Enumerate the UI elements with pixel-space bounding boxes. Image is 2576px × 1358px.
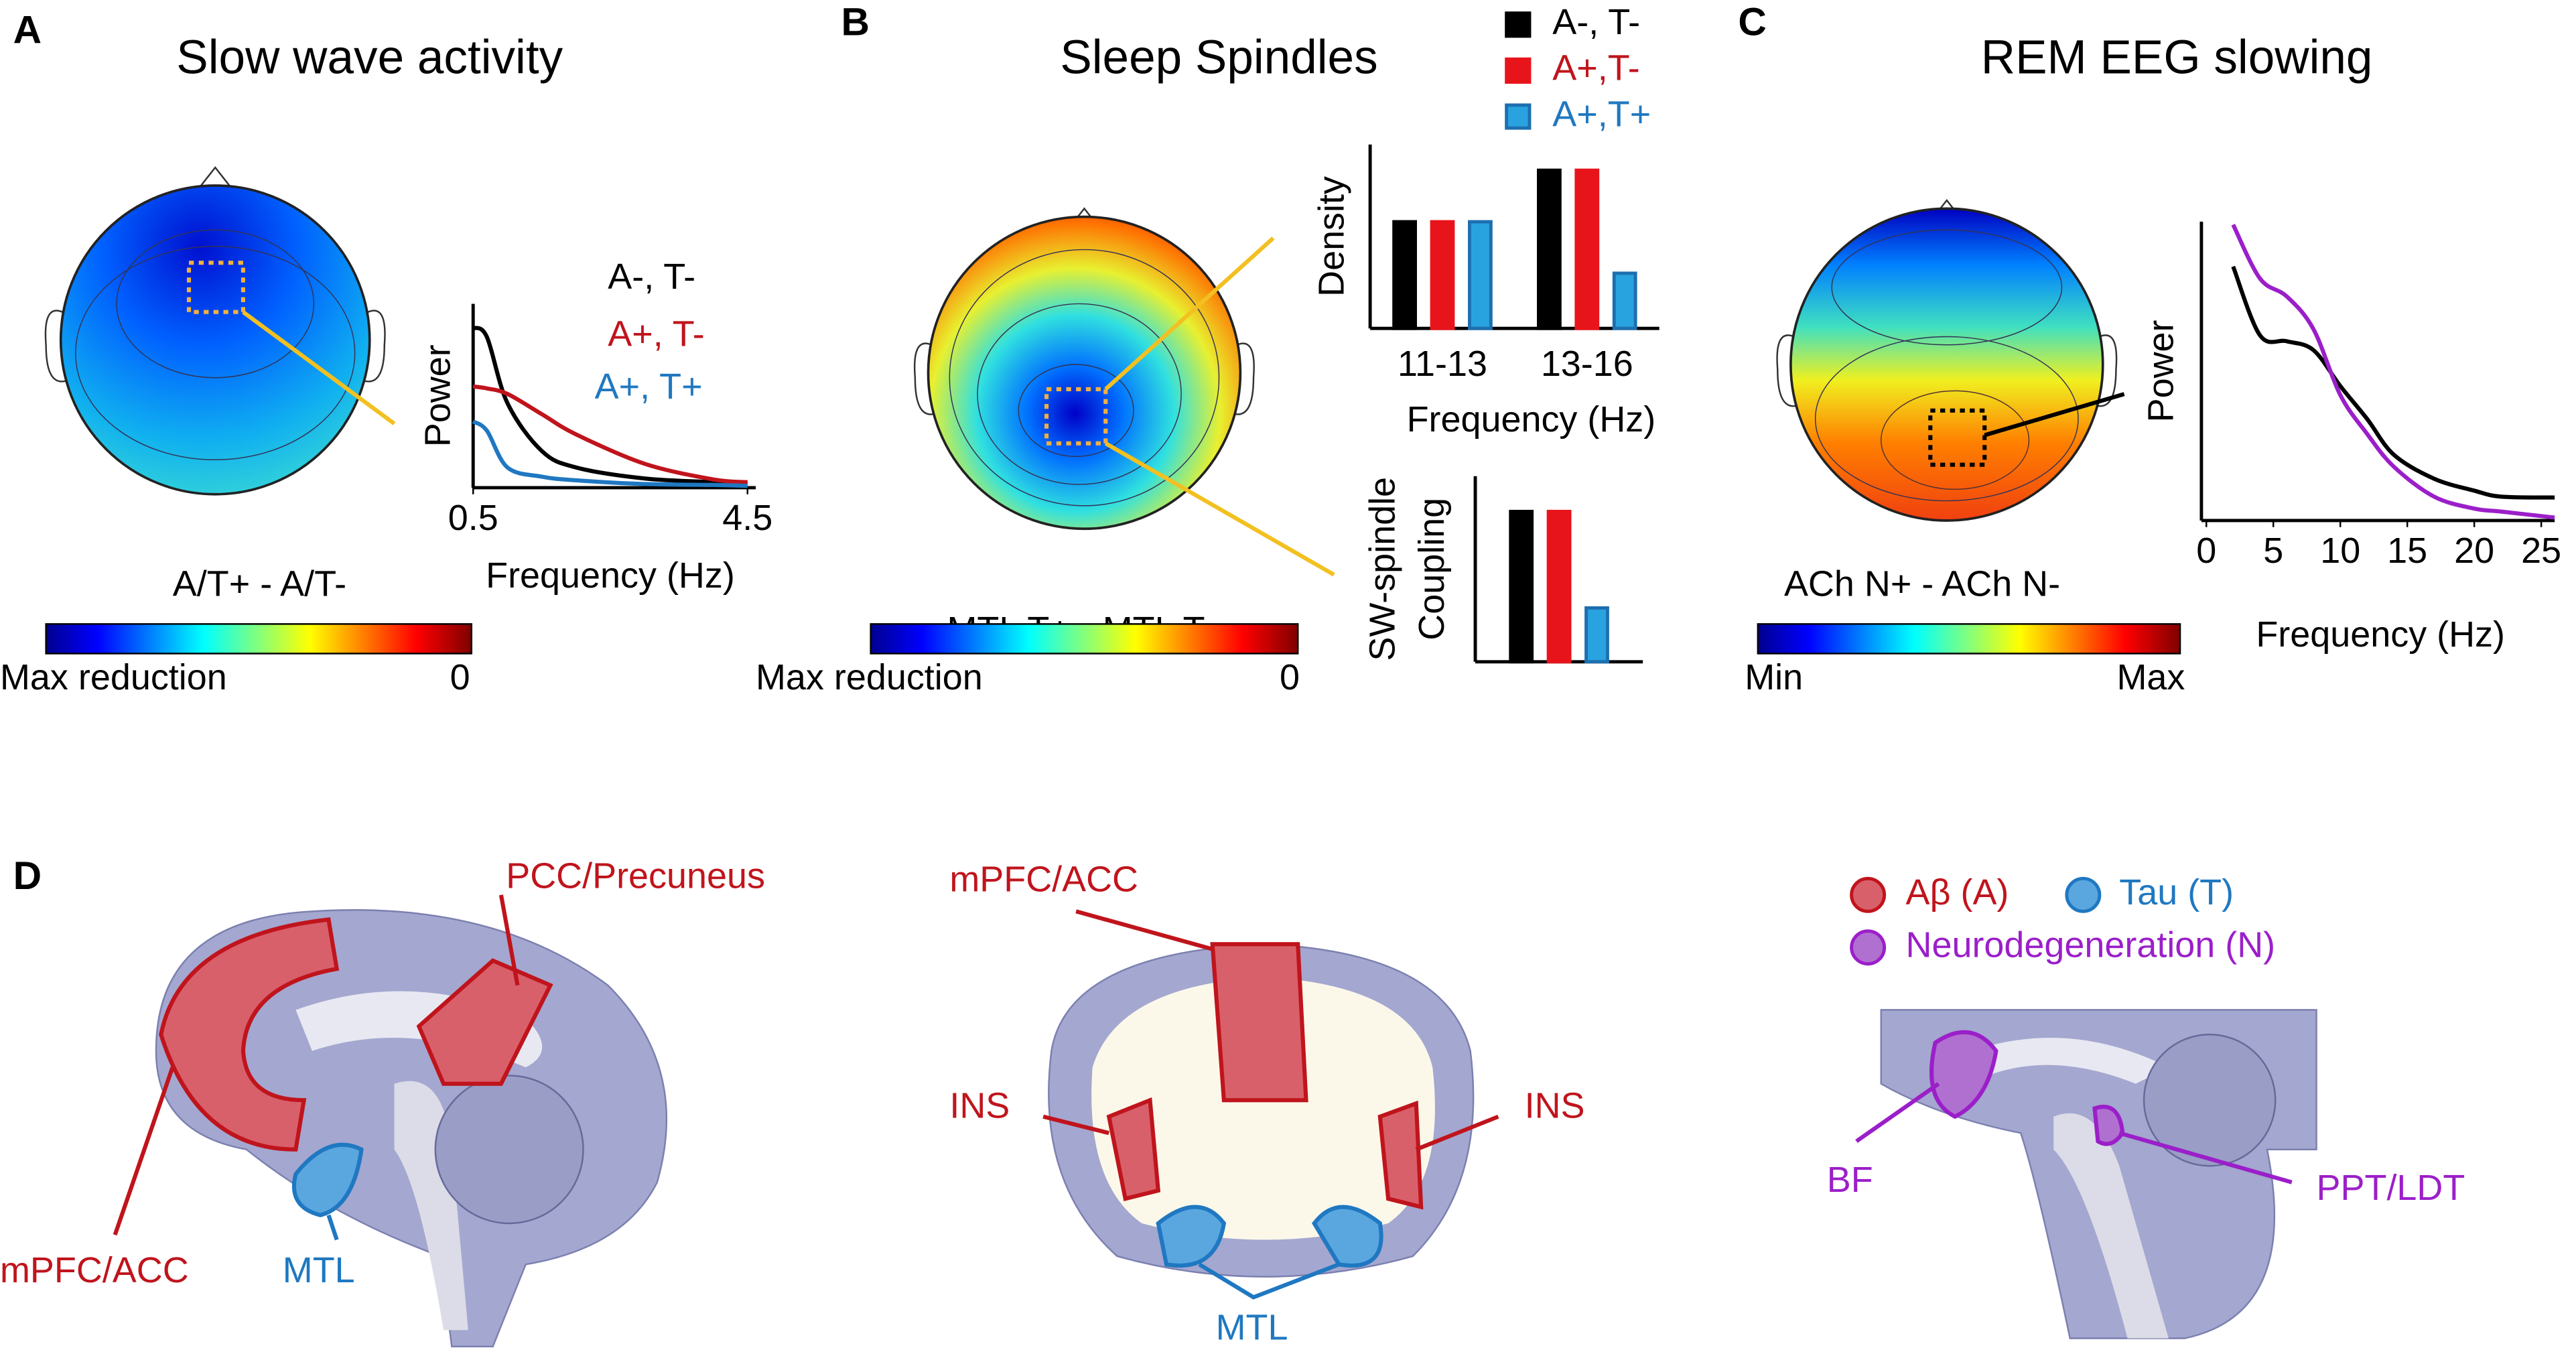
- x-tick-label: 11-13: [1398, 344, 1487, 384]
- region-label: mPFC/ACC: [949, 859, 1138, 899]
- panel-letter: C: [1738, 0, 1766, 44]
- bar: [1468, 220, 1493, 330]
- legend-label: A+,T+: [1552, 94, 1651, 134]
- colorbar-label: Min: [1745, 657, 1803, 697]
- legend-label: A-, T-: [1552, 2, 1640, 42]
- colorbar: [1757, 623, 2181, 655]
- sagittal-brain: [113, 894, 668, 1348]
- x-tick-label: 20: [2454, 531, 2494, 571]
- x-axis-label: Frequency (Hz): [486, 555, 735, 596]
- topomap: [1776, 199, 2125, 522]
- line-series: [2231, 265, 2555, 500]
- x-tick-label: 5: [2263, 531, 2283, 571]
- topomap: [913, 207, 1335, 577]
- legend-label: A+, T+: [595, 366, 703, 407]
- panel-title: REM EEG slowing: [1981, 31, 2373, 84]
- bar: [1509, 509, 1534, 664]
- panel-letter: B: [841, 0, 870, 44]
- line-series: [472, 326, 748, 486]
- region-label: MTL: [1216, 1308, 1288, 1348]
- topomap: [44, 166, 396, 496]
- colorbar: [870, 623, 1299, 655]
- legend-swatch: [1505, 57, 1532, 84]
- region-label: MTL: [283, 1250, 355, 1290]
- bar: [1537, 168, 1562, 330]
- bar: [1612, 271, 1637, 330]
- panel-title: Sleep Spindles: [1060, 31, 1377, 84]
- line-series: [472, 419, 748, 488]
- map-label: ACh N+ - ACh N-: [1784, 563, 2060, 604]
- legend-label: A-, T-: [608, 257, 695, 297]
- legend-swatch: [1505, 103, 1532, 130]
- y-axis-label: Power: [2141, 320, 2181, 422]
- x-axis-label: Frequency (Hz): [1407, 399, 1656, 439]
- legend-label: A+,T-: [1552, 48, 1639, 88]
- coronal-brain: [1042, 909, 1499, 1300]
- legend-label: Tau (T): [2119, 872, 2234, 912]
- region-label: PCC/Precuneus: [506, 856, 765, 896]
- x-tick-label: 0.5: [448, 498, 498, 538]
- x-tick-label: 25: [2521, 531, 2561, 571]
- region-label: PPT/LDT: [2317, 1168, 2465, 1208]
- colorbar-label: 0: [450, 657, 470, 697]
- x-tick-label: 4.5: [722, 498, 772, 538]
- x-tick-label: 0: [2196, 531, 2216, 571]
- legend-label: A+, T-: [608, 314, 704, 354]
- panel-letter: A: [13, 9, 42, 52]
- region-label: INS: [949, 1086, 1010, 1126]
- panel-title: Slow wave activity: [176, 31, 563, 84]
- map-label: A/T+ - A/T-: [173, 563, 346, 604]
- legend-swatch: [1505, 11, 1532, 38]
- region-label: BF: [1827, 1160, 1873, 1200]
- colorbar-label: Max reduction: [0, 657, 227, 697]
- colorbar-label: Max: [2116, 657, 2185, 697]
- line-series: [472, 384, 748, 484]
- bar: [1574, 168, 1600, 330]
- bar: [1392, 220, 1417, 330]
- y-axis-label: Density: [1311, 176, 1351, 297]
- line-series: [2231, 223, 2555, 520]
- panel-letter: D: [13, 854, 42, 898]
- colorbar-label: 0: [1280, 657, 1300, 697]
- x-tick-label: 13-16: [1541, 344, 1633, 384]
- legend-label: Neurodegeneration (N): [1906, 925, 2276, 965]
- colorbar: [45, 623, 472, 655]
- legend: [1850, 876, 2102, 966]
- region-label: mPFC/ACC: [0, 1250, 189, 1290]
- x-axis-label: Frequency (Hz): [2256, 614, 2505, 655]
- x-tick-label: 10: [2320, 531, 2360, 571]
- brainstem-section: [1855, 1009, 2317, 1339]
- bar: [1584, 606, 1609, 664]
- bar: [1430, 220, 1455, 330]
- region-label: INS: [1525, 1086, 1585, 1126]
- y-axis-label: SW-spindle: [1362, 477, 1402, 661]
- legend-label: Aβ (A): [1906, 872, 2009, 912]
- y-axis-label: Coupling: [1412, 498, 1452, 640]
- x-tick-label: 15: [2387, 531, 2427, 571]
- y-axis-label: Power: [417, 344, 458, 447]
- colorbar-label: Max reduction: [756, 657, 983, 697]
- bar: [1546, 509, 1572, 664]
